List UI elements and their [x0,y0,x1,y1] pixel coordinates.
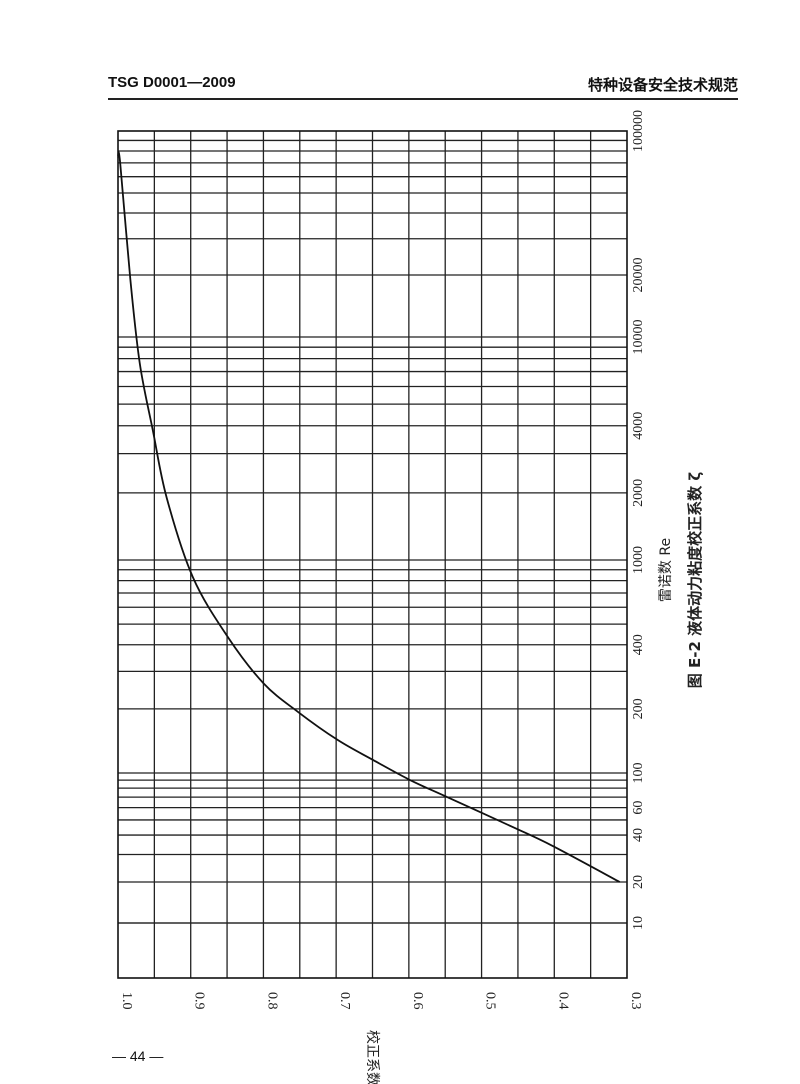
zeta-tick-label: 0.5 [483,992,498,1010]
series-line-zeta-re [117,151,621,883]
re-tick-label: 1000 [631,546,646,574]
zeta-gridlines [153,131,592,978]
zeta-tick-label: 0.7 [337,992,352,1010]
re-tick-label: 40 [631,828,646,842]
zeta-tick-label: 0.9 [192,992,207,1010]
re-tick-label: 2000 [631,479,646,507]
re-tick-label: 20 [631,875,646,889]
zeta-tick-label: 1.0 [119,992,134,1010]
plot-frame [117,130,628,979]
zeta-tick-label: 0.3 [628,992,643,1010]
zeta-tick-labels: 1.0 0.9 0.8 0.7 0.6 0.5 0.4 0.3 [119,992,643,1010]
header-standard-code: TSG D0001—2009 [108,74,236,91]
y-axis-label: 雷诺数 Re [658,538,674,602]
zeta-tick-label: 0.6 [410,992,425,1010]
chart-title: 图 E-2 液体动力粘度校正系数 ζ [686,472,704,689]
page-number: — 44 — [112,1048,164,1064]
re-tick-label: 20000 [631,257,646,292]
header-series-title: 特种设备安全技术规范 [587,76,738,94]
re-tick-label: 10 [631,916,646,930]
header-rule [108,98,738,100]
x-axis-label: 校正系数 ζ [364,1030,381,1084]
re-tick-labels: 10 20 40 60 100 200 400 1000 2000 4000 10000 20000 1… [631,110,646,930]
re-tick-label: 100000 [631,110,646,152]
zeta-tick-label: 0.4 [555,992,570,1010]
re-tick-label: 4000 [631,412,646,440]
re-tick-label: 200 [631,698,646,719]
zeta-tick-label: 0.8 [264,992,279,1010]
re-tick-label: 10000 [631,320,646,355]
re-gridlines [118,139,627,924]
re-tick-label: 60 [631,801,646,815]
re-tick-label: 100 [631,763,646,784]
re-tick-label: 400 [631,634,646,655]
